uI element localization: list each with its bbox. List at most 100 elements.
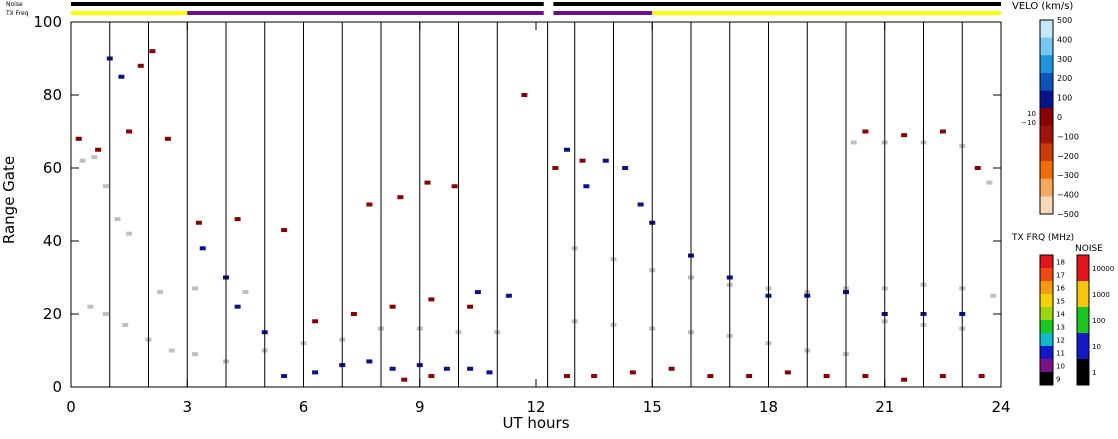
data-point	[862, 129, 869, 134]
data-point	[474, 290, 481, 295]
data-point	[102, 312, 109, 316]
data-point	[164, 136, 171, 141]
x-tick-label: 3	[182, 398, 192, 416]
data-point	[350, 312, 357, 316]
velocity-colorbar-label: 100	[1057, 94, 1072, 103]
y-axis-label: Range Gate	[0, 156, 18, 244]
velocity-colorbar-swatch	[1040, 196, 1053, 215]
velocity-colorbar-small-label: −10	[1021, 119, 1036, 127]
y-tick-label: 100	[33, 13, 62, 31]
velocity-colorbar-swatch	[1040, 37, 1053, 56]
noise-colorbar-label: 1000	[1092, 291, 1110, 299]
velocity-colorbar-swatch	[1040, 143, 1053, 162]
data-point	[389, 366, 396, 371]
noise-bar-label: Noise	[6, 1, 23, 8]
x-axis-ticks: 0 3 6 9 12 15 18 21 24	[66, 22, 1011, 416]
data-point	[521, 93, 528, 97]
data-point	[91, 155, 98, 160]
data-point	[629, 370, 636, 375]
velocity-colorbar-label: 400	[1057, 35, 1072, 44]
data-point	[505, 293, 512, 298]
scan-boundary-lines	[109, 22, 963, 387]
noise-colorbar-swatch	[1077, 359, 1089, 386]
data-point	[366, 359, 373, 364]
data-point	[242, 290, 249, 295]
velocity-colorbar-label: 500	[1057, 16, 1072, 25]
data-point	[312, 370, 319, 375]
txfreq-bar-segment	[553, 11, 653, 15]
data-point	[862, 374, 869, 379]
txfreq-colorbar-frame	[1039, 254, 1054, 386]
data-point	[79, 158, 86, 163]
velocity-colorbar-swatch	[1040, 90, 1053, 109]
data-point	[168, 348, 175, 353]
y-axis-ticks: 0 20 40 60 80 100	[33, 13, 1001, 396]
velocity-colorbar-swatch	[1040, 125, 1053, 144]
data-point	[389, 304, 396, 309]
data-point	[192, 286, 198, 291]
data-point	[195, 220, 202, 225]
txfreq-colorbar-label: 14	[1056, 311, 1065, 319]
velocity-colorbar-swatch	[1040, 55, 1053, 74]
data-point	[467, 366, 474, 371]
noise-colorbar-swatch	[1077, 333, 1089, 360]
data-point	[401, 377, 408, 382]
data-point	[583, 184, 590, 189]
data-point	[978, 374, 985, 379]
data-point	[126, 129, 133, 134]
velocity-colorbar: VELO (km/s) 500 400 300 200 100 0 −100 −200 −300…	[1012, 1, 1079, 219]
data-point	[281, 228, 288, 233]
velocity-colorbar-label: −100	[1057, 132, 1079, 141]
data-point	[974, 166, 981, 170]
txfreq-bar-segment	[187, 11, 544, 15]
noise-colorbar-swatch	[1077, 307, 1089, 334]
velocity-colorbar-swatch	[1040, 20, 1053, 39]
y-tick-label: 60	[43, 159, 62, 177]
txfreq-colorbar-swatch	[1040, 372, 1053, 386]
data-point	[192, 352, 198, 357]
txfreq-colorbar-label: 9	[1056, 376, 1060, 384]
txfreq-colorbar-label: 18	[1056, 259, 1065, 267]
y-tick-label: 40	[43, 232, 62, 250]
velocity-colorbar-small-label: 10	[1027, 110, 1036, 118]
data-point	[75, 136, 82, 141]
data-point	[986, 180, 993, 185]
x-tick-label: 21	[875, 398, 894, 416]
data-point	[102, 184, 109, 189]
data-point	[467, 304, 474, 309]
velocity-colorbar-swatch	[1040, 72, 1053, 92]
noise-colorbar-label: 10000	[1092, 265, 1114, 273]
y-tick-label: 0	[52, 378, 62, 396]
txfreq-colorbar-swatch	[1040, 255, 1053, 269]
txfreq-colorbar-label: 13	[1056, 324, 1065, 332]
data-point	[637, 202, 644, 207]
data-point	[784, 370, 791, 375]
data-point	[552, 166, 559, 170]
y-tick-label: 20	[43, 305, 62, 323]
txfreq-bar-segment	[652, 11, 1001, 15]
velocity-colorbar-frame	[1039, 19, 1054, 215]
data-point	[564, 147, 570, 152]
data-point	[939, 129, 946, 134]
velocity-colorbar-label: 300	[1057, 55, 1072, 64]
noise-bar-segment	[553, 2, 1001, 6]
x-tick-label: 18	[759, 398, 778, 416]
noise-colorbar-label: 1	[1092, 369, 1096, 377]
data-point	[451, 184, 458, 189]
velocity-colorbar-label: −400	[1057, 191, 1079, 200]
noise-colorbar-swatch	[1077, 255, 1089, 282]
velocity-colorbar-swatch	[1040, 178, 1053, 197]
data-point	[746, 374, 753, 379]
txfreq-colorbar-label: 11	[1056, 350, 1065, 358]
txfreq-bar-label: TX Freq	[5, 10, 29, 17]
data-point	[234, 217, 241, 222]
x-tick-label: 0	[66, 398, 76, 416]
txfreq-colorbar-title: TX FRQ (MHz)	[1011, 233, 1074, 243]
data-point	[118, 74, 125, 79]
x-axis-label: UT hours	[502, 414, 569, 432]
data-point	[823, 374, 830, 379]
data-point	[486, 370, 493, 375]
data-point	[122, 322, 129, 327]
data-point	[850, 140, 857, 145]
